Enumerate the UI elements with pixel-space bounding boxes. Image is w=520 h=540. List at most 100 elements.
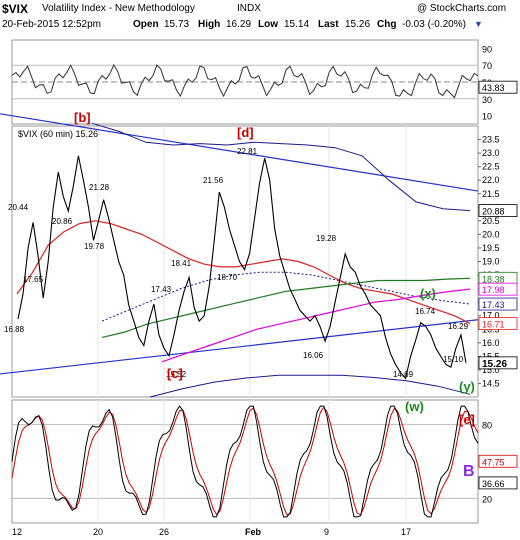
- last-label: Last: [318, 19, 339, 30]
- stochastic-wave-label: [e]: [459, 412, 475, 427]
- price-tick-label: 23.0: [482, 148, 500, 158]
- stochastic-wave-label: (w): [405, 399, 424, 414]
- value-annotation: 16.88: [4, 325, 25, 334]
- indicator-label-box: [478, 282, 518, 296]
- rsi-line: [11, 63, 479, 99]
- copyright[interactable]: @ StockCharts.com: [417, 3, 507, 14]
- indicator-label-box: [478, 204, 518, 217]
- wave-label: (y): [459, 379, 475, 394]
- indicator-label-box: [478, 317, 518, 330]
- middle-band: [101, 271, 471, 322]
- value-annotation: 21.28: [89, 183, 110, 192]
- value-annotation: 21.56: [203, 176, 224, 185]
- indicator-label-box: [478, 297, 518, 311]
- high-value: 16.29: [226, 19, 252, 30]
- stochastic-x-label: 17: [401, 527, 411, 537]
- value-annotation: 16.29: [448, 322, 469, 331]
- rsi-tick-label: 70: [482, 61, 492, 71]
- price-tick-label: 15.0: [482, 365, 500, 375]
- stochastic-value-box: [478, 476, 518, 490]
- stochastic-wave-label: B: [463, 463, 475, 480]
- open-label: Open: [133, 19, 159, 30]
- price-frame: [11, 125, 479, 398]
- stochastic-tick-label: 80: [482, 421, 492, 431]
- stochastic-value-box: [478, 454, 518, 468]
- price-tick-label: 16.0: [482, 338, 500, 348]
- value-annotation: 22.81: [237, 147, 258, 156]
- high-label: High: [198, 19, 221, 30]
- wave-label: [d]: [237, 125, 254, 140]
- value-annotation: 20.86: [52, 217, 73, 226]
- price-tick-label: 20.0: [482, 229, 500, 239]
- chg-label: Chg: [377, 19, 397, 30]
- dropdown-icon[interactable]: ▼: [474, 19, 483, 29]
- green-moving-average: [101, 277, 471, 338]
- instrument-name: Volatility Index - New Methodology: [42, 3, 195, 14]
- value-annotation: 19.78: [84, 242, 105, 251]
- symbol[interactable]: $VIX: [2, 2, 29, 16]
- stochastic-tick-label: 20: [482, 494, 492, 504]
- low-value: 15.14: [284, 19, 310, 30]
- stochastic-x-label: 9: [324, 527, 329, 537]
- indicator-label: 18.38: [482, 274, 505, 284]
- rsi-tick-label: 30: [482, 95, 492, 105]
- rsi-tick-label: 90: [482, 44, 492, 54]
- stochastic-k-line: [11, 405, 479, 518]
- low-label: Low: [258, 19, 278, 30]
- indicator-label: 17.98: [482, 285, 505, 295]
- indicator-label: 20.88: [482, 207, 505, 217]
- indicator-label: 16.71: [482, 320, 505, 330]
- value-annotation: 15.52: [166, 370, 187, 379]
- lower-trendline: [0, 319, 479, 375]
- wave-label: [c]: [167, 366, 183, 381]
- stochastic-d-line: [11, 406, 479, 516]
- price-tick-label: 19.0: [482, 257, 500, 267]
- value-annotation: 18.70: [217, 273, 238, 282]
- value-annotation: 17.43: [151, 285, 172, 294]
- price-tick-label: 15.5: [482, 351, 500, 361]
- stochastic-x-label: 20: [93, 527, 103, 537]
- lower-band: [149, 374, 471, 398]
- indicator-label: 17.43: [482, 300, 505, 310]
- chart-header: $VIX Volatility Index - New Methodology …: [0, 0, 520, 38]
- stochastic-x-label: Feb: [245, 527, 262, 537]
- price-tick-label: 20.5: [482, 216, 500, 226]
- price-tick-label: 22.5: [482, 162, 500, 172]
- rsi-last-badge: [478, 80, 518, 94]
- value-annotation: 17.65: [23, 275, 44, 284]
- price-tick-label: 19.5: [482, 243, 500, 253]
- value-annotation: 18.41: [171, 259, 192, 268]
- stochastic-frame: [11, 399, 479, 524]
- rsi-last-value: 43.83: [482, 83, 505, 93]
- stochastic-value: 47.75: [482, 457, 505, 467]
- stochastic-value: 36.66: [482, 479, 505, 489]
- magenta-moving-average: [161, 288, 471, 363]
- last-value: 15.26: [345, 19, 371, 30]
- price-tick-label: 21.5: [482, 189, 500, 199]
- last-price-badge: [478, 356, 518, 370]
- last-price-value: 15.26: [482, 359, 507, 370]
- rsi-panel: 907050301043.83: [11, 39, 518, 125]
- value-annotation: 14.69: [393, 370, 414, 379]
- value-annotation: 16.74: [415, 307, 436, 316]
- red-moving-average: [16, 220, 471, 325]
- upper-trendline: [0, 113, 479, 192]
- open-value: 15.73: [164, 19, 190, 30]
- price-legend: $VIX (60 min) 15.26: [18, 129, 98, 139]
- price-line: [17, 155, 467, 380]
- wave-label: [b]: [74, 110, 91, 125]
- stochastic-x-label: 12: [12, 527, 22, 537]
- exchange-label: INDX: [237, 3, 261, 14]
- price-tick-label: 17.0: [482, 311, 500, 321]
- value-annotation: 19.28: [316, 234, 337, 243]
- value-annotation: 16.06: [303, 351, 324, 360]
- value-annotation: 15.10: [443, 355, 464, 364]
- price-tick-label: 23.5: [482, 135, 500, 145]
- chg-value: -0.03 (-0.20%): [402, 19, 466, 30]
- wave-label: (x): [420, 286, 436, 301]
- stochastic-panel: 80 20 47.75 36.66 (w) [e] B 12 20 26 Feb 9 17: [11, 399, 518, 537]
- value-annotation: 20.44: [8, 203, 29, 212]
- rsi-tick-label: 10: [482, 112, 492, 122]
- stochastic-x-label: 26: [159, 527, 169, 537]
